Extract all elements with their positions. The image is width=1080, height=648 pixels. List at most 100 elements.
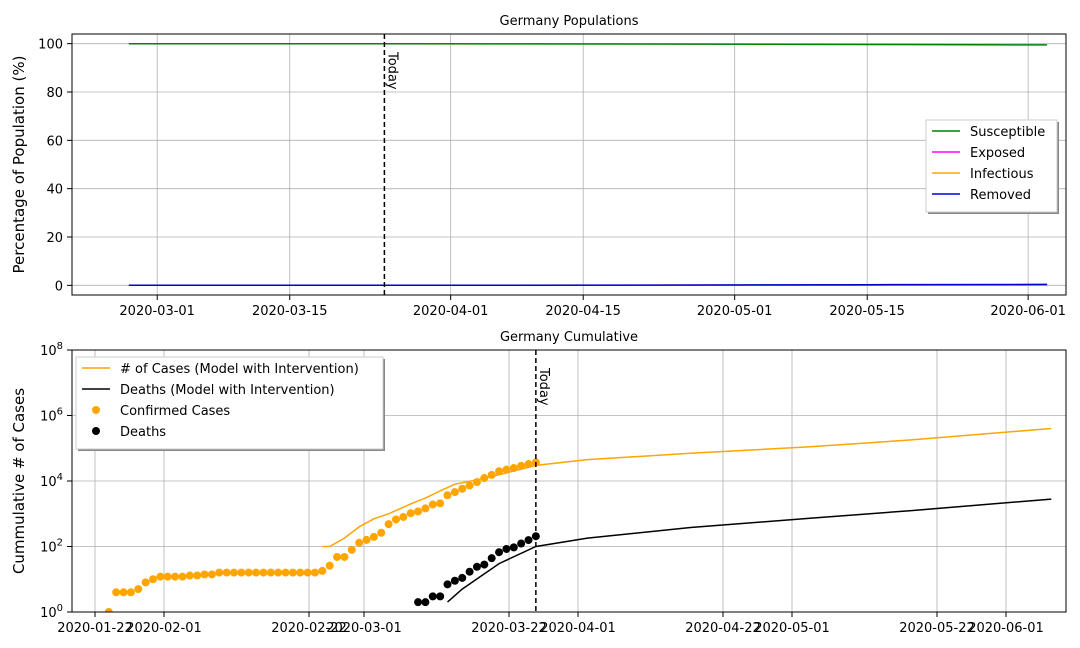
x-tick-label: 2020-02-01 xyxy=(126,621,202,636)
legend-label: Deaths (Model with Intervention) xyxy=(120,383,335,398)
legend-swatch xyxy=(92,427,100,435)
y-tick-exponent: 0 xyxy=(57,603,63,614)
data-point xyxy=(472,562,481,571)
legend-item: Susceptible xyxy=(932,125,1045,140)
x-tick-label: 2020-02-22 xyxy=(271,621,347,636)
data-point xyxy=(502,544,511,553)
data-point xyxy=(229,568,238,577)
legend: # of Cases (Model with Intervention) Deat… xyxy=(75,356,385,451)
legend-label: Exposed xyxy=(970,146,1025,161)
data-point xyxy=(487,554,496,563)
data-point xyxy=(517,539,526,548)
series-line-1 xyxy=(447,498,1052,603)
data-point xyxy=(222,568,231,577)
series-line-0 xyxy=(322,427,1052,548)
data-point xyxy=(480,560,489,569)
data-point xyxy=(517,461,526,470)
data-point xyxy=(406,509,415,518)
data-point xyxy=(495,467,504,476)
legend-item: # of Cases (Model with Intervention) xyxy=(82,362,359,377)
legend-item: Infectious xyxy=(932,167,1034,182)
data-point xyxy=(450,576,459,585)
y-tick-label: 100 xyxy=(38,38,63,53)
data-point xyxy=(200,570,209,579)
x-tick-label: 2020-06-01 xyxy=(968,621,1044,636)
data-point xyxy=(377,528,386,537)
data-point xyxy=(436,592,445,601)
y-tick-base: 10 xyxy=(40,475,57,490)
data-point xyxy=(465,567,474,576)
data-point xyxy=(303,568,312,577)
data-point xyxy=(333,552,342,561)
data-point xyxy=(325,561,334,570)
data-point xyxy=(193,571,202,580)
data-point xyxy=(171,572,180,581)
data-point xyxy=(524,536,533,545)
data-point xyxy=(436,499,445,508)
data-point xyxy=(266,568,275,577)
y-tick-label: 102 xyxy=(40,538,63,556)
data-point xyxy=(296,568,305,577)
data-point xyxy=(207,570,216,579)
data-point xyxy=(450,488,459,497)
y-tick-label: 106 xyxy=(40,407,63,425)
y-tick-label: 100 xyxy=(40,603,63,621)
legend-box xyxy=(925,119,1058,213)
data-point xyxy=(421,598,430,607)
axes-frame xyxy=(71,33,1067,296)
data-point xyxy=(362,535,371,544)
y-tick-base: 10 xyxy=(40,541,57,556)
data-point xyxy=(509,464,518,473)
y-tick-exponent: 8 xyxy=(57,341,63,352)
legend-label: Infectious xyxy=(970,167,1034,182)
x-tick-label: 2020-06-01 xyxy=(990,304,1066,319)
data-point xyxy=(509,543,518,552)
data-point xyxy=(472,478,481,487)
data-point xyxy=(104,608,113,612)
legend-item: Deaths (Model with Intervention) xyxy=(82,383,335,398)
data-point xyxy=(399,512,408,521)
data-point xyxy=(281,568,290,577)
x-tick-label: 2020-03-01 xyxy=(119,304,195,319)
data-point xyxy=(141,578,150,587)
legend-label: # of Cases (Model with Intervention) xyxy=(120,362,359,377)
y-tick-label: 104 xyxy=(40,472,63,490)
data-point xyxy=(495,548,504,557)
y-axis-label: Cummulative # of Cases xyxy=(10,388,28,574)
data-point xyxy=(148,575,157,584)
data-point xyxy=(119,588,128,597)
data-point xyxy=(156,572,165,581)
y-tick-base: 10 xyxy=(40,410,57,425)
plot-area xyxy=(128,42,1048,287)
x-tick-label: 2020-03-22 xyxy=(471,621,547,636)
y-tick-exponent: 6 xyxy=(57,407,63,418)
data-point xyxy=(480,474,489,483)
data-point xyxy=(185,571,194,580)
x-tick-label: 2020-05-01 xyxy=(697,304,773,319)
data-point xyxy=(288,568,297,577)
data-point xyxy=(487,470,496,479)
legend-item: Deaths xyxy=(92,425,166,440)
x-tick-label: 2020-01-22 xyxy=(57,621,133,636)
data-point xyxy=(215,568,224,577)
data-point xyxy=(163,572,172,581)
y-tick-base: 10 xyxy=(40,344,57,359)
data-point xyxy=(340,552,349,561)
data-point xyxy=(237,568,246,577)
x-tick-label: 2020-03-01 xyxy=(326,621,402,636)
data-point xyxy=(524,460,533,469)
legend-box xyxy=(75,356,384,450)
chart-title: Germany Cumulative xyxy=(500,330,638,345)
data-point xyxy=(458,484,467,493)
legend-item: Removed xyxy=(932,188,1031,203)
data-point xyxy=(274,568,283,577)
data-point xyxy=(465,481,474,490)
data-point xyxy=(458,573,467,582)
data-point xyxy=(384,520,393,529)
data-point xyxy=(391,515,400,524)
y-tick-label: 60 xyxy=(46,134,63,149)
data-point xyxy=(428,500,437,509)
plot-area xyxy=(104,427,1052,612)
y-tick-label: 0 xyxy=(55,279,63,294)
data-point xyxy=(112,588,121,597)
